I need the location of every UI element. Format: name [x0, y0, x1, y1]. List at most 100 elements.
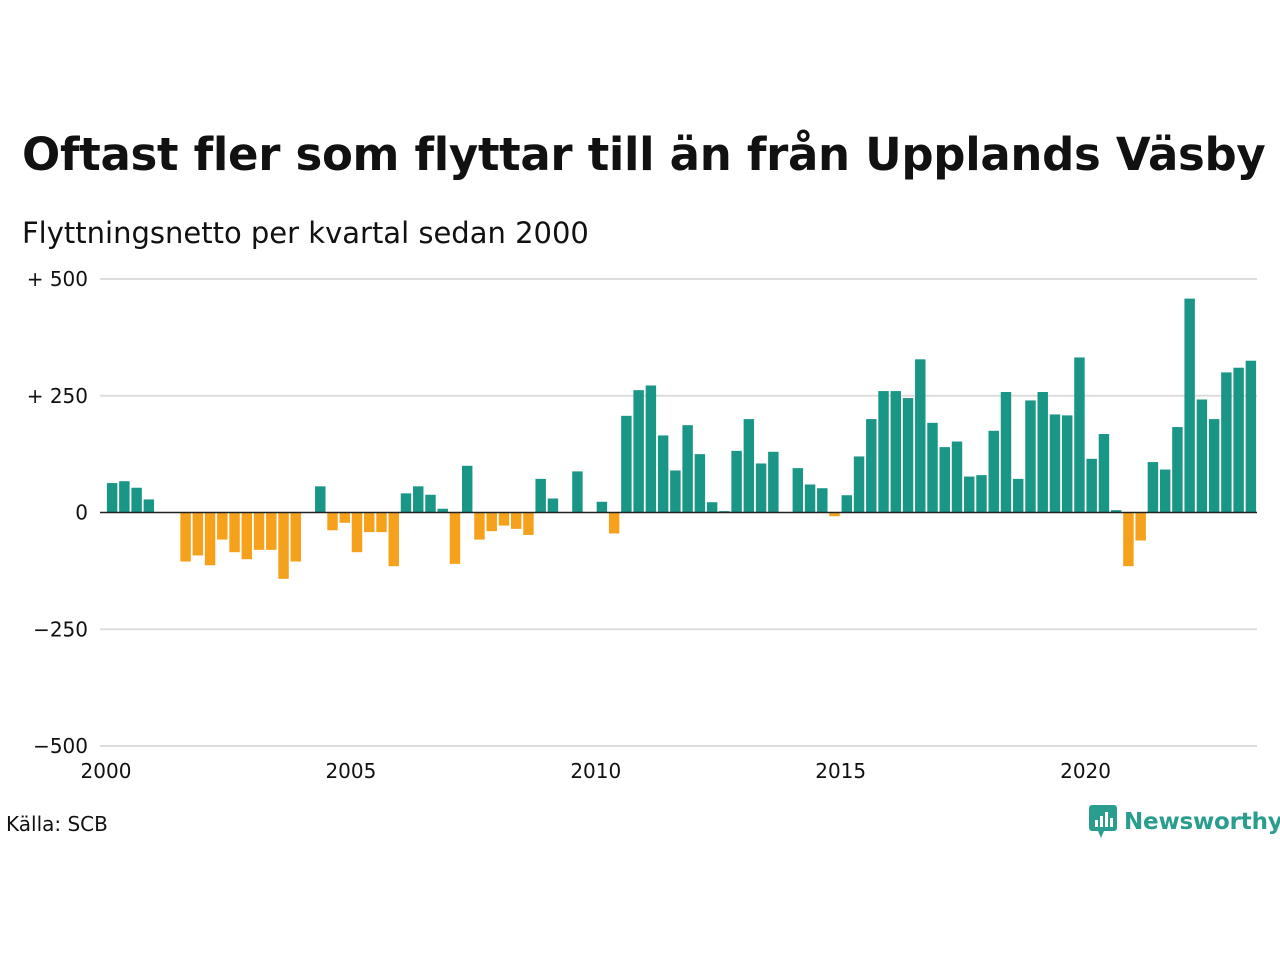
bar [572, 471, 583, 513]
y-tick-label: −250 [33, 617, 88, 641]
bar [1233, 367, 1244, 513]
bar [192, 512, 204, 556]
y-tick-label: −500 [33, 734, 88, 758]
bar [106, 483, 118, 513]
bar [143, 499, 155, 513]
bar [743, 419, 755, 513]
bar [364, 512, 375, 533]
bar [217, 512, 228, 540]
bar [682, 425, 693, 513]
bars [106, 298, 1257, 579]
bar [351, 512, 363, 553]
bar [1074, 357, 1085, 513]
bar [1098, 434, 1110, 513]
bar [976, 475, 987, 513]
bar [1086, 458, 1097, 513]
gridlines [100, 278, 1257, 747]
bar [939, 447, 950, 513]
bar [1123, 512, 1134, 567]
chart-subtitle: Flyttningsnetto per kvartal sedan 2000 [22, 216, 589, 250]
bar [1184, 298, 1195, 513]
x-tick-label: 2015 [815, 759, 866, 783]
x-tick-label: 2005 [325, 759, 376, 783]
bar [1245, 360, 1257, 513]
bar [731, 450, 742, 513]
bar [792, 468, 804, 513]
bar [841, 495, 853, 513]
bar [927, 422, 938, 513]
bar [829, 512, 840, 517]
bar [804, 484, 816, 513]
bar [633, 390, 644, 513]
bar [853, 456, 865, 513]
bar [902, 398, 914, 513]
bar [817, 488, 828, 513]
bar [608, 512, 620, 534]
bar [866, 419, 877, 513]
y-tick-label: + 250 [27, 384, 88, 408]
bar [266, 512, 277, 550]
bar [988, 430, 999, 513]
bar [437, 508, 448, 513]
bar [755, 463, 767, 513]
bar [1196, 399, 1208, 513]
bar [413, 486, 424, 513]
bar [339, 512, 350, 523]
bar [596, 501, 608, 513]
bar [1110, 510, 1122, 513]
bar [657, 435, 669, 513]
x-tick-label: 2010 [570, 759, 621, 783]
bar [425, 494, 436, 513]
bar [1025, 400, 1036, 513]
bar [388, 512, 399, 567]
bar [241, 512, 253, 560]
bar [951, 441, 963, 513]
bar [964, 476, 975, 513]
bar [400, 493, 412, 513]
bar [1147, 462, 1159, 513]
x-tick-label: 2020 [1060, 759, 1111, 783]
bar [180, 512, 191, 562]
bar [1061, 415, 1073, 513]
bar [621, 415, 632, 513]
brand-logo: Newsworthy [1088, 804, 1280, 840]
bar [327, 512, 338, 531]
bar [253, 512, 265, 550]
bar [474, 512, 485, 540]
bar [1013, 478, 1024, 513]
bar [1049, 414, 1061, 513]
brand-name: Newsworthy [1124, 809, 1280, 835]
bar [1037, 392, 1048, 513]
x-tick-label: 2000 [81, 759, 132, 783]
bar [376, 512, 387, 533]
bar [645, 385, 657, 513]
bar [1000, 392, 1012, 513]
bar [915, 359, 926, 513]
bar [510, 512, 522, 529]
bar [878, 391, 889, 513]
bar [315, 486, 326, 513]
y-tick-label: 0 [75, 501, 88, 525]
bar [1159, 469, 1171, 513]
bar [290, 512, 302, 562]
bar [768, 451, 779, 513]
bar [694, 454, 706, 513]
bar [1221, 372, 1232, 513]
bar [547, 498, 559, 513]
bar [498, 512, 510, 526]
bar [1172, 427, 1183, 513]
bar [462, 465, 473, 513]
chart-title: Oftast fler som flyttar till än från Upp… [22, 128, 1266, 181]
bar [449, 512, 461, 564]
bar [1135, 512, 1146, 541]
bar [278, 512, 289, 579]
bar [204, 512, 216, 566]
source-label: Källa: SCB [6, 812, 108, 836]
bar [535, 478, 546, 513]
bar [119, 481, 130, 513]
bar [706, 502, 718, 513]
bar [670, 470, 681, 513]
bar [131, 487, 142, 513]
